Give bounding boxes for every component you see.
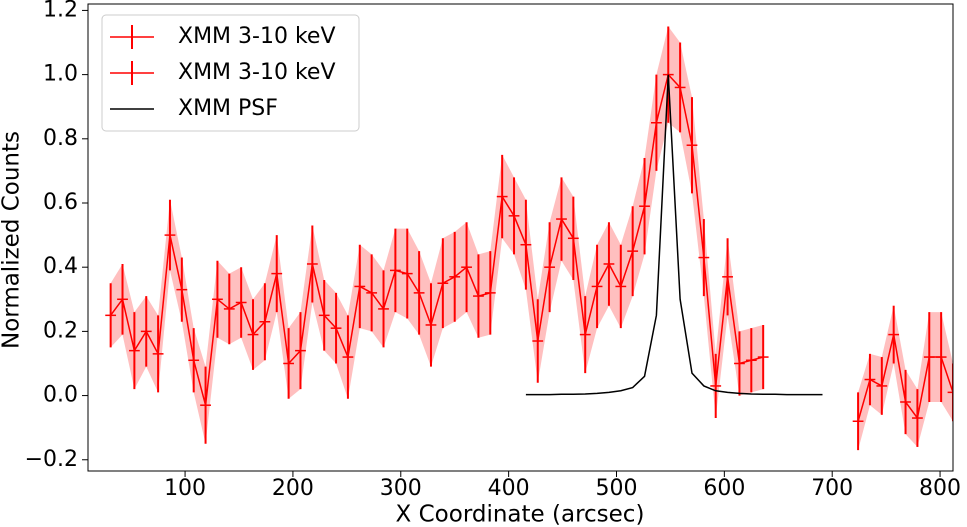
- x-tick-label: 400: [488, 476, 530, 501]
- y-tick-label: 0.6: [43, 190, 78, 215]
- y-tick-label: 0.2: [43, 318, 78, 343]
- plot-frame: [87, 3, 954, 472]
- legend-label: XMM 3-10 keV: [178, 60, 336, 85]
- x-axis-label: X Coordinate (arcsec): [396, 502, 645, 527]
- y-tick-label: 1.2: [43, 0, 78, 22]
- legend-label: XMM 3-10 keV: [178, 24, 336, 49]
- legend-label: XMM PSF: [178, 96, 278, 121]
- psf-line: [525, 74, 823, 396]
- x-tick-label: 100: [164, 476, 206, 501]
- y-tick-label: 1.0: [43, 62, 78, 87]
- y-axis-label: Normalized Counts: [0, 131, 25, 349]
- data-line: [110, 73, 764, 406]
- x-tick-label: 300: [380, 476, 422, 501]
- x-tick-label: 700: [811, 476, 853, 501]
- x-tick-label: 200: [272, 476, 314, 501]
- y-tick-label: 0.0: [43, 383, 78, 408]
- x-tick-label: 800: [919, 476, 961, 501]
- y-tick-label: 0.4: [43, 254, 78, 279]
- y-tick-label: −0.2: [25, 447, 78, 472]
- x-tick-label: 500: [595, 476, 637, 501]
- y-tick-label: 0.8: [43, 126, 78, 151]
- legend-box: [101, 14, 360, 132]
- x-tick-label: 600: [703, 476, 745, 501]
- plot-area: [105, 26, 953, 451]
